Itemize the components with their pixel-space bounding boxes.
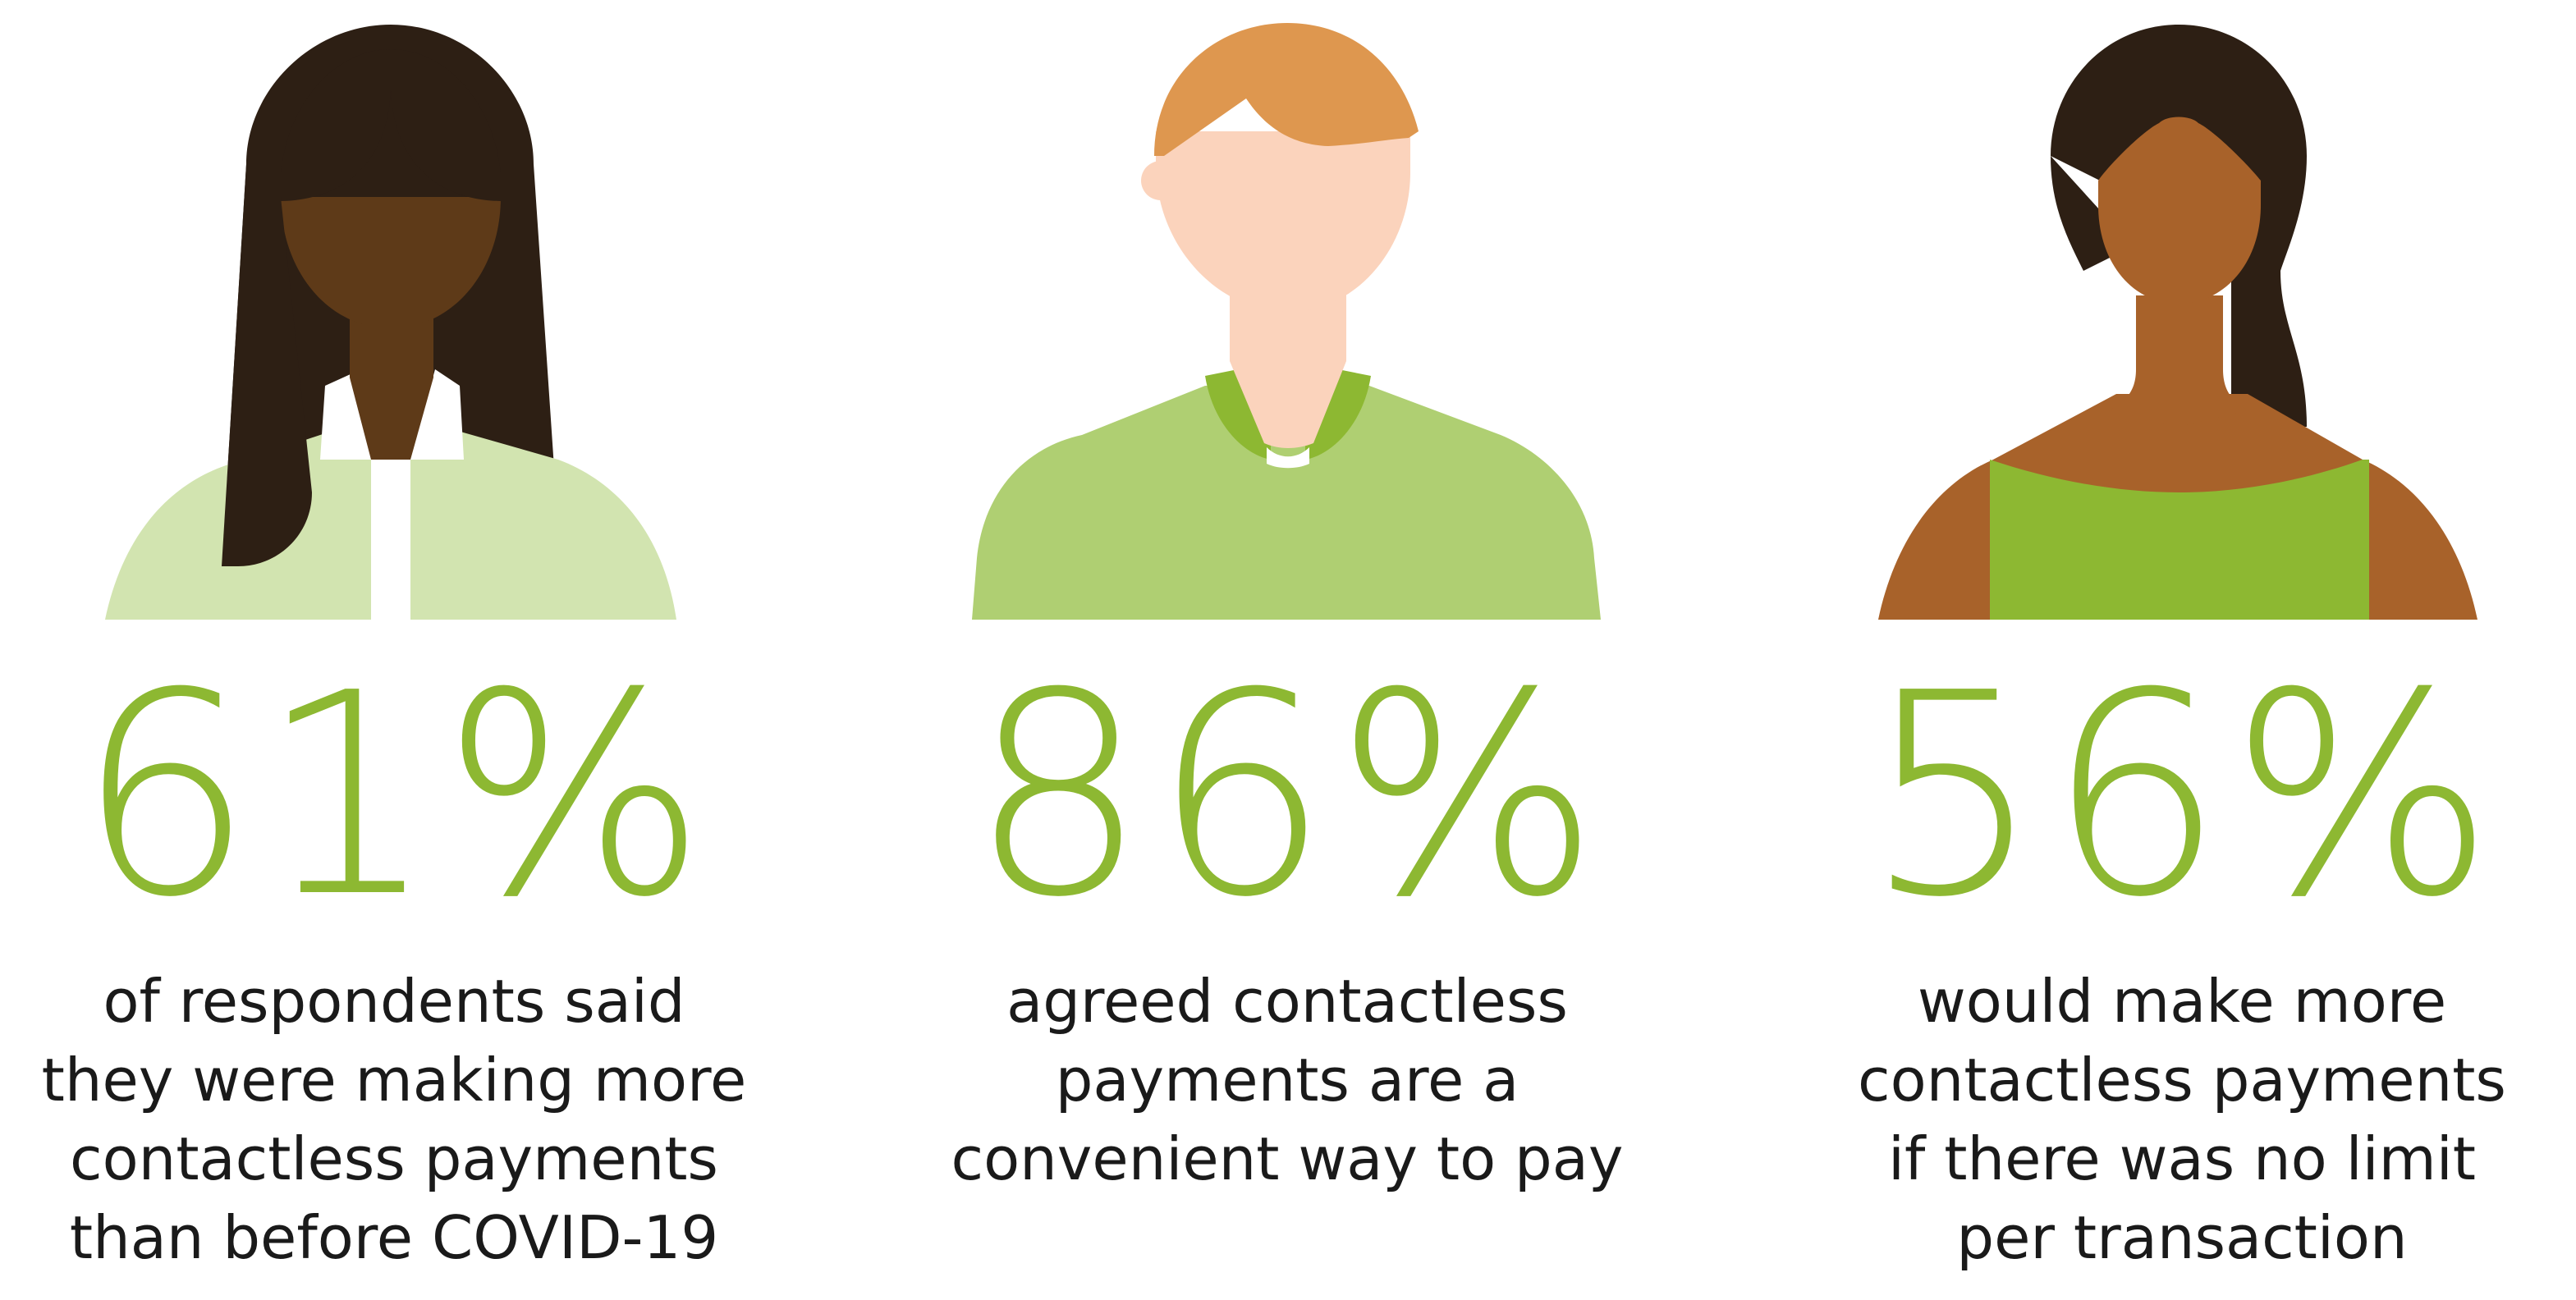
caption-line: if there was no limit	[1888, 1124, 2476, 1193]
man-short-hair-icon	[893, 0, 1681, 632]
caption-line: per transaction	[1956, 1203, 2408, 1272]
caption-line: convenient way to pay	[951, 1124, 1624, 1193]
caption-line: contactless payments	[1858, 1046, 2506, 1115]
caption-line: of respondents said	[103, 967, 685, 1036]
stat-caption: agreed contactless payments are a conven…	[893, 962, 1681, 1198]
stat-card-2: 86% agreed contactless payments are a co…	[893, 0, 1681, 1300]
stat-value: 56%	[1864, 634, 2500, 959]
woman-bun-hair-icon	[1788, 0, 2576, 632]
caption-line: they were making more	[41, 1046, 747, 1115]
caption-line: than before COVID-19	[69, 1203, 719, 1272]
caption-line: contactless payments	[70, 1124, 718, 1193]
caption-line: payments are a	[1055, 1046, 1519, 1115]
stat-value: 86%	[969, 634, 1605, 959]
caption-line: would make more	[1917, 967, 2447, 1036]
woman-long-hair-icon	[0, 0, 788, 632]
stat-caption: of respondents said they were making mor…	[0, 962, 788, 1277]
caption-line: agreed contactless	[1006, 967, 1568, 1036]
stat-card-1: 61% of respondents said they were making…	[0, 0, 788, 1300]
stat-caption: would make more contactless payments if …	[1788, 962, 2576, 1277]
stat-card-3: 56% would make more contactless payments…	[1788, 0, 2576, 1300]
stat-value: 61%	[76, 634, 712, 959]
